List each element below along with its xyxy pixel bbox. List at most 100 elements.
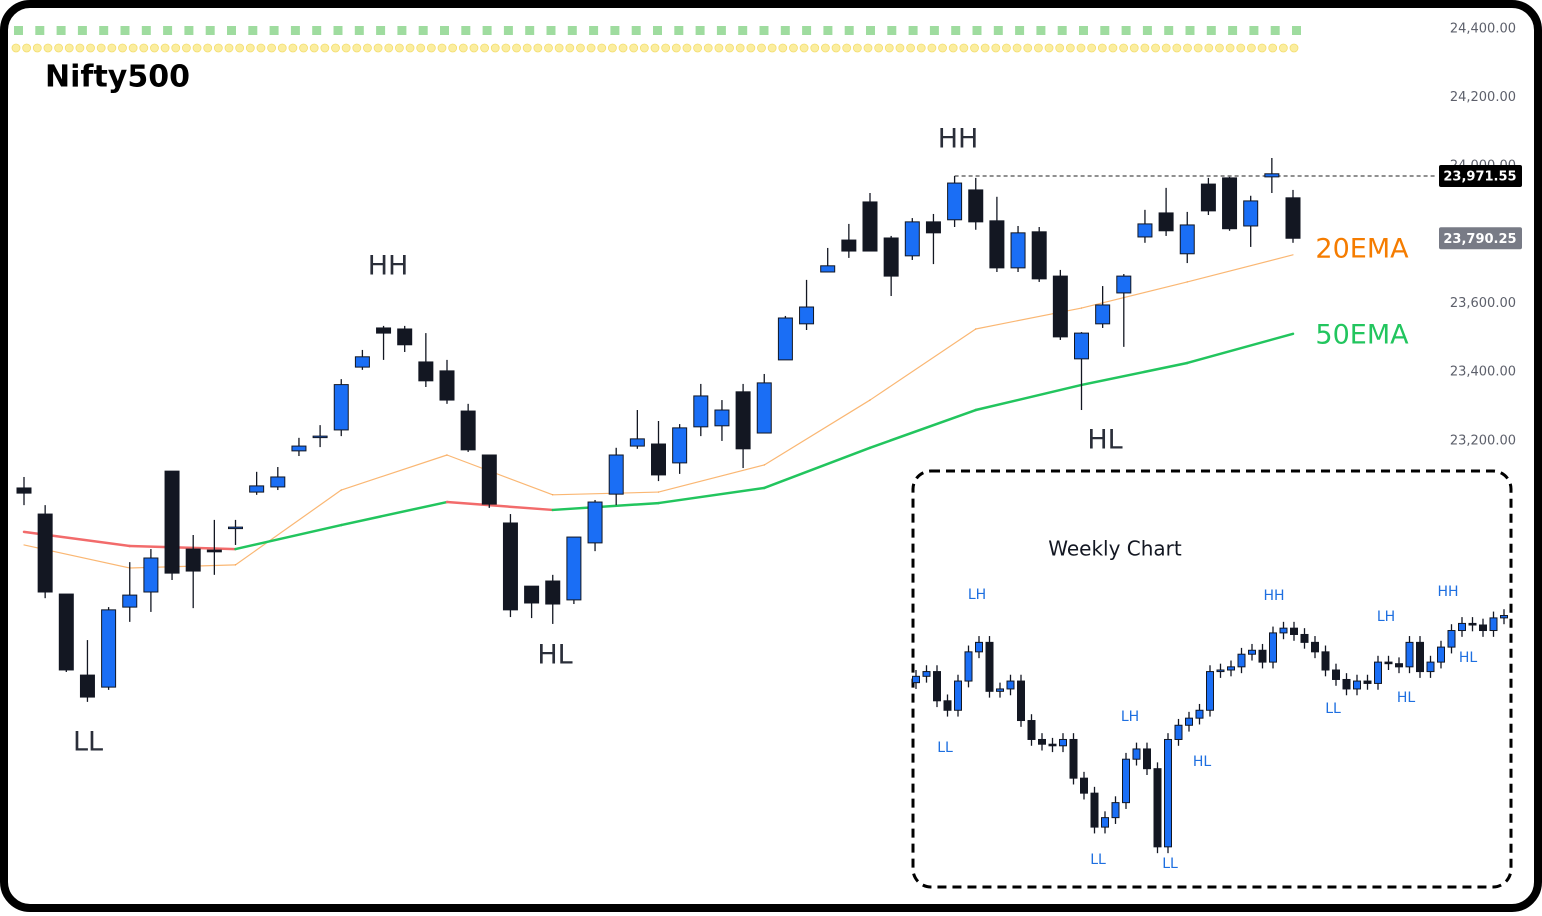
candle-body (1080, 777, 1088, 794)
signal-square (610, 26, 620, 35)
signal-square (397, 26, 407, 35)
ema-line (1186, 332, 1295, 365)
candle-body (1069, 738, 1078, 779)
candle-body (1137, 223, 1153, 238)
candle-body (312, 435, 328, 439)
signal-dot (437, 43, 447, 53)
signal-square (503, 26, 513, 35)
signal-dot (150, 43, 159, 53)
candle-body (164, 470, 180, 574)
signal-dot (1247, 43, 1256, 53)
swing-label: LL (1090, 852, 1106, 868)
candle-body (1384, 661, 1393, 665)
candle-body (1248, 649, 1256, 655)
signal-square (887, 26, 897, 35)
signal-dot (735, 43, 745, 53)
signal-square (290, 26, 300, 35)
inset-title: Weekly Chart (1048, 537, 1182, 561)
candle-body (777, 317, 793, 361)
signal-dot (714, 43, 724, 53)
candle-body (1153, 768, 1162, 848)
signal-square (1079, 26, 1088, 35)
signal-square (546, 26, 556, 35)
signal-square (525, 26, 535, 35)
candle-body (37, 513, 53, 593)
signal-dot (831, 43, 841, 53)
signal-dot (1183, 43, 1192, 53)
y-tick-label: 23,400.00 (1450, 365, 1516, 380)
ema-line (868, 408, 977, 450)
candle-body (1279, 627, 1288, 634)
signal-dot (671, 43, 681, 53)
signal-square (312, 26, 322, 35)
signal-dot (703, 43, 713, 53)
signal-dot (1140, 43, 1150, 53)
candle-body (799, 306, 815, 325)
signal-dot (544, 43, 553, 53)
signal-square (99, 26, 109, 35)
signal-dot (906, 43, 915, 53)
candle-body (1017, 680, 1025, 722)
y-tick-label: 23,200.00 (1450, 433, 1516, 448)
candle-body (975, 641, 983, 653)
signal-dot (363, 43, 372, 53)
signal-dot (661, 43, 671, 53)
ema-line (445, 500, 554, 512)
signal-dot (1012, 43, 1022, 53)
candle-body (1090, 792, 1099, 828)
candle-body (1353, 680, 1361, 690)
signal-dot (916, 43, 926, 53)
candle-body (1164, 738, 1172, 848)
signal-dot (309, 43, 319, 53)
candle-body (185, 548, 201, 572)
signal-dot (842, 43, 852, 53)
signal-square (631, 26, 641, 35)
signal-square (14, 26, 23, 35)
y-tick-label: 24,400.00 (1450, 21, 1516, 36)
signal-dot (1257, 43, 1267, 53)
ema-line (340, 500, 449, 527)
candle-body (1363, 680, 1372, 684)
signal-square (1142, 26, 1152, 35)
signal-square (695, 26, 705, 35)
candle-body (1074, 332, 1089, 360)
candle-body (1416, 641, 1424, 673)
signal-dot (256, 43, 266, 53)
candle-body (1143, 748, 1151, 770)
candle-body (206, 549, 222, 553)
candle-body (418, 361, 434, 382)
ema-line (551, 501, 660, 512)
signal-dot (1161, 43, 1171, 53)
candle-body (1269, 632, 1277, 663)
signal-dot (384, 43, 394, 53)
signal-square (354, 26, 364, 35)
signal-square (802, 26, 812, 35)
ema-line (1080, 361, 1189, 387)
candle-body (756, 382, 772, 434)
candle-body (1200, 183, 1216, 212)
candle-body (16, 487, 32, 494)
inset-chart: Weekly Chart LH LL LH LL LL HL HH LH LL HL HH HL (912, 537, 1508, 872)
signal-dot (821, 43, 830, 53)
candle-body (1264, 173, 1280, 178)
candle-body (333, 384, 349, 431)
candle-body (1185, 717, 1193, 726)
signal-dot (693, 43, 702, 53)
swing-label: HL (1459, 650, 1478, 666)
signal-square (227, 26, 236, 35)
signal-dot (586, 43, 596, 53)
signal-dot (277, 43, 287, 53)
signal-square (993, 26, 1003, 35)
candle-body (1227, 666, 1235, 671)
candle-body (996, 688, 1004, 692)
candle-body (1095, 304, 1111, 325)
candle-body (1290, 627, 1298, 635)
signal-dot (480, 43, 490, 53)
signal-square (589, 26, 599, 35)
signal-dot (618, 43, 628, 53)
candle-body (883, 237, 899, 277)
signal-dot (1151, 43, 1160, 53)
signal-dot (352, 43, 362, 53)
signal-square (163, 26, 173, 35)
